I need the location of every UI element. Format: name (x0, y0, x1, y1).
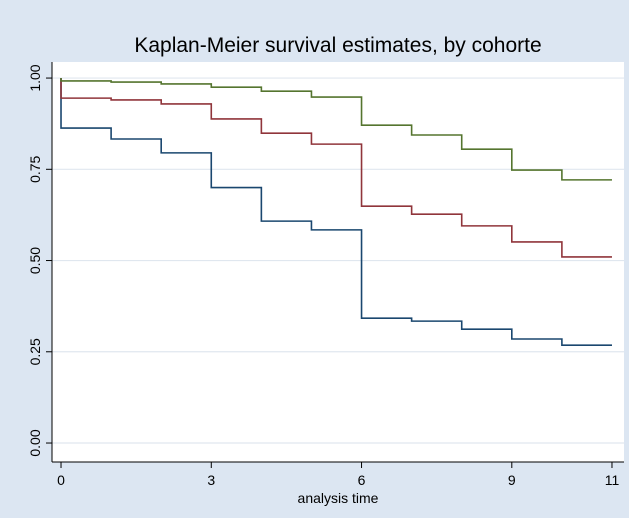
y-tick-label: 0.50 (27, 247, 43, 274)
y-tick-label: 0.75 (27, 155, 43, 182)
x-axis-label: analysis time (298, 490, 379, 506)
survival-line (60, 78, 612, 258)
y-tick-label: 1.00 (27, 64, 43, 91)
x-tick-label: 6 (358, 472, 366, 488)
y-tick-label: 0.25 (27, 338, 43, 365)
survival-line (60, 78, 612, 181)
y-tick-label: 0.00 (27, 429, 43, 456)
plot-area (52, 62, 624, 462)
survival-line (60, 78, 612, 347)
x-tick-label: 3 (207, 472, 215, 488)
x-tick-label: 11 (605, 472, 620, 488)
chart-title: Kaplan-Meier survival estimates, by coho… (134, 34, 541, 57)
x-tick-label: 9 (508, 472, 516, 488)
x-tick-label: 0 (57, 472, 65, 488)
